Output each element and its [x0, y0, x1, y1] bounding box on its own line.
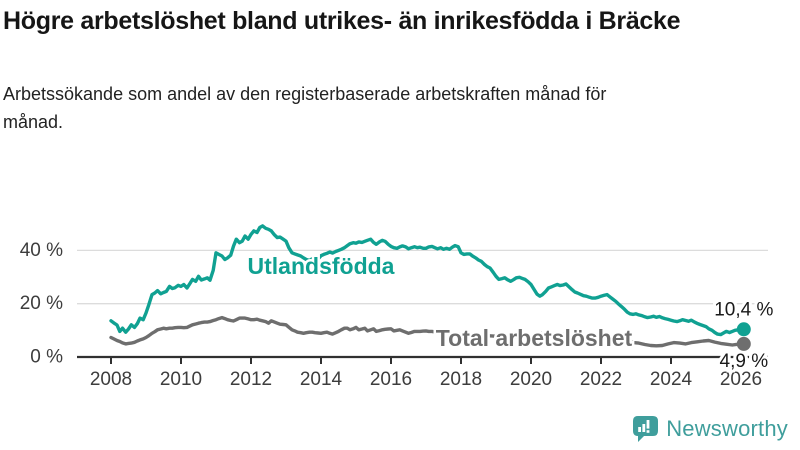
series-line-0 — [109, 224, 746, 337]
y-axis-label: 0 % — [30, 347, 63, 368]
x-axis-tick-label: 2016 — [370, 369, 412, 390]
series-label-0: Utlandsfödda — [248, 253, 395, 279]
series-line-1 — [109, 315, 746, 348]
series-end-dot — [736, 336, 751, 351]
x-axis-tick-label: 2022 — [580, 369, 622, 390]
header: Högre arbetslöshet bland utrikes- än inr… — [0, 0, 800, 137]
chart-subtitle: Arbetssökande som andel av den registerb… — [3, 84, 607, 132]
x-axis-tick-label: 2024 — [650, 369, 693, 390]
x-axis-tick-label: 2008 — [90, 369, 132, 390]
x-axis-tick-label: 2020 — [510, 369, 552, 390]
series-label-1: Total arbetslöshet — [436, 325, 633, 351]
x-axis-tick-label: 2026 — [720, 369, 762, 390]
chart-area: 0 % 20 % 40 % 2008 2010 2012 2014 2016 2018 2020 2… — [0, 198, 800, 398]
series-end-dot — [736, 322, 751, 337]
unemployment-line-chart: 0 % 20 % 40 % 2008 2010 2012 2014 2016 2018 2020 2… — [20, 224, 776, 390]
series-end-value-label: 4,9 % — [720, 351, 769, 372]
x-axis-tick-label: 2012 — [230, 369, 272, 390]
chart-title: Högre arbetslöshet bland utrikes- än inr… — [3, 7, 681, 35]
x-axis-tick-label: 2018 — [440, 369, 482, 390]
x-axis-tick-label: 2010 — [160, 369, 202, 390]
series-end-value-label: 10,4 % — [714, 299, 773, 320]
y-axis-label: 40 % — [20, 240, 63, 261]
newsworthy-logo-icon — [633, 416, 659, 442]
brand-footer[interactable]: Newsworthy — [632, 415, 788, 443]
brand-name: Newsworthy — [666, 416, 788, 441]
x-axis-tick-label: 2014 — [300, 369, 343, 390]
y-axis-label: 20 % — [20, 293, 63, 314]
